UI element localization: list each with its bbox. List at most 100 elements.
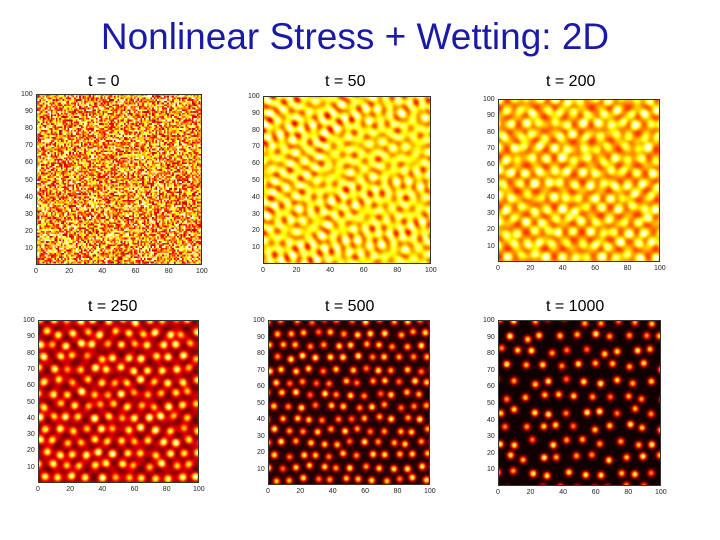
y-tick-label: 10 <box>487 466 495 474</box>
y-tick-label: 30 <box>27 431 35 439</box>
y-tick-label: 100 <box>483 96 495 103</box>
y-tick-label: 60 <box>252 160 260 168</box>
y-tick-label: 70 <box>487 144 495 152</box>
x-tick-label: 40 <box>98 268 107 275</box>
x-tick-label: 100 <box>196 268 208 275</box>
axis-frame <box>268 320 430 485</box>
x-tick-label: 80 <box>393 267 402 274</box>
y-tick-label: 50 <box>487 400 495 407</box>
x-tick-label: 0 <box>496 265 500 272</box>
y-tick-label: 10 <box>257 465 265 473</box>
y-tick-label: 60 <box>27 382 35 390</box>
y-tick-label: 100 <box>23 317 35 324</box>
x-tick-label: 40 <box>328 488 337 495</box>
x-tick-label: 20 <box>66 486 74 493</box>
y-tick-label: 60 <box>257 383 265 390</box>
y-tick-label: 40 <box>487 193 495 201</box>
y-tick-label: 20 <box>27 447 35 455</box>
slide-title: Nonlinear Stress + Wetting: 2D <box>100 16 610 57</box>
y-tick-label: 30 <box>487 433 495 441</box>
y-tick-label: 20 <box>487 226 495 234</box>
x-tick-label: 80 <box>162 486 171 493</box>
x-tick-label: 20 <box>526 265 535 272</box>
y-tick-label: 80 <box>25 125 33 133</box>
y-tick-label: 80 <box>487 350 495 358</box>
plot-area: 0 20 40 60 80 100 10 20 30 40 50 60 70 80 90 100 <box>21 91 208 275</box>
x-tick-label: 20 <box>526 489 535 496</box>
y-tick-label: 30 <box>487 210 495 218</box>
panel-title: t = 50 <box>325 73 366 90</box>
x-tick-label: 100 <box>193 486 205 493</box>
y-tick-label: 70 <box>257 366 265 374</box>
plot-area: 0 20 40 60 80 100 10 20 30 40 50 60 70 80 90 100 <box>248 93 437 274</box>
panel-title: t = 1000 <box>546 298 605 315</box>
y-tick-label: 40 <box>252 193 260 201</box>
y-tick-label: 90 <box>25 108 33 116</box>
x-tick-label: 0 <box>266 488 270 495</box>
heatmap-image <box>498 99 660 262</box>
x-tick-label: 80 <box>624 489 633 496</box>
y-tick-label: 10 <box>487 242 495 250</box>
y-tick-label: 70 <box>252 143 260 151</box>
x-tick-label: 100 <box>424 488 436 495</box>
y-tick-label: 80 <box>487 128 495 136</box>
x-tick-label: 100 <box>654 265 666 272</box>
panel-title: t = 500 <box>325 298 375 315</box>
y-tick-label: 50 <box>257 399 265 407</box>
y-tick-label: 60 <box>25 159 33 167</box>
heatmap-image <box>268 320 430 485</box>
y-tick-label: 90 <box>487 112 495 120</box>
y-tick-label: 40 <box>27 414 35 422</box>
y-tick-label: 70 <box>487 366 495 374</box>
y-tick-label: 90 <box>487 333 495 341</box>
heatmap-image <box>263 96 431 264</box>
plot-area: 0 20 40 60 80 100 10 20 30 40 50 60 70 80 90 100 <box>23 317 205 493</box>
plot-area: 0 20 40 60 80 100 10 20 30 40 50 60 70 80 90 100 <box>253 317 436 495</box>
panel-title: t = 200 <box>546 73 596 90</box>
y-tick-label: 100 <box>483 317 495 324</box>
y-tick-label: 40 <box>25 193 33 201</box>
panel-title: t = 0 <box>88 73 120 90</box>
axis-frame <box>36 94 202 265</box>
y-tick-label: 10 <box>252 244 260 252</box>
x-tick-label: 0 <box>34 268 38 275</box>
y-tick-label: 70 <box>25 142 33 150</box>
y-tick-label: 30 <box>252 210 260 218</box>
y-tick-label: 80 <box>27 349 35 357</box>
x-tick-label: 20 <box>65 268 73 275</box>
y-tick-label: 20 <box>25 227 33 235</box>
x-tick-label: 80 <box>623 265 632 272</box>
y-tick-label: 60 <box>487 383 495 391</box>
panel-title: t = 250 <box>88 298 138 315</box>
y-tick-label: 30 <box>25 210 33 218</box>
y-tick-label: 50 <box>487 177 495 185</box>
y-tick-label: 20 <box>487 449 495 457</box>
heatmap-image <box>36 94 202 265</box>
x-tick-label: 40 <box>98 486 107 493</box>
axis-frame <box>263 96 431 264</box>
axis-frame <box>498 320 661 486</box>
heatmap-image <box>38 320 199 483</box>
x-tick-label: 20 <box>292 267 301 274</box>
x-tick-label: 20 <box>296 488 305 495</box>
x-tick-label: 60 <box>591 489 600 496</box>
x-tick-label: 60 <box>130 486 139 493</box>
x-tick-label: 60 <box>591 265 599 272</box>
x-tick-label: 60 <box>131 268 140 275</box>
x-tick-label: 0 <box>36 486 40 493</box>
y-tick-label: 70 <box>27 365 35 373</box>
x-tick-label: 40 <box>326 267 334 274</box>
x-tick-label: 0 <box>261 267 265 274</box>
x-tick-label: 100 <box>655 489 667 496</box>
y-tick-label: 50 <box>27 398 35 406</box>
y-tick-label: 20 <box>252 227 260 235</box>
y-tick-label: 60 <box>487 161 495 169</box>
x-tick-label: 80 <box>393 488 402 495</box>
y-tick-label: 80 <box>252 126 260 134</box>
axis-frame <box>498 99 660 262</box>
y-tick-label: 100 <box>248 93 260 100</box>
y-tick-label: 30 <box>257 432 265 440</box>
y-tick-label: 10 <box>27 463 35 471</box>
y-tick-label: 90 <box>257 333 265 341</box>
plot-area: 0 20 40 60 80 100 10 20 30 40 50 60 70 80 90 100 <box>483 317 667 496</box>
